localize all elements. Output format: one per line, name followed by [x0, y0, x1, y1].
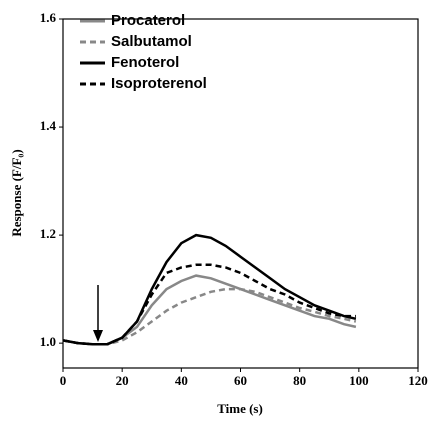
x-tick-label: 40	[175, 373, 188, 388]
x-tick-label: 20	[116, 373, 129, 388]
y-axis-label: Response (F/F₀)	[9, 149, 24, 236]
y-tick-label: 1.2	[40, 226, 56, 241]
y-tick-label: 1.6	[40, 10, 57, 25]
x-tick-label: 100	[349, 373, 369, 388]
legend-label: Isoproterenol	[111, 75, 207, 92]
line-series	[62, 287, 357, 346]
y-tick-label: 1.4	[40, 118, 57, 133]
legend-label: Salbutamol	[111, 33, 192, 50]
legend-label: Fenoterol	[111, 54, 179, 71]
plot-frame	[62, 18, 419, 369]
x-axis-label: Time (s)	[217, 401, 263, 416]
arrow	[93, 285, 103, 342]
x-tick-label: 0	[60, 373, 67, 388]
legend-label: Procaterol	[111, 12, 185, 29]
x-tick-label: 80	[293, 373, 306, 388]
y-tick-label: 1.0	[40, 334, 56, 349]
x-tick-label: 60	[234, 373, 247, 388]
line-series	[62, 274, 357, 346]
x-tick-label: 120	[408, 373, 428, 388]
line-series	[62, 233, 357, 346]
line-series	[62, 263, 356, 346]
